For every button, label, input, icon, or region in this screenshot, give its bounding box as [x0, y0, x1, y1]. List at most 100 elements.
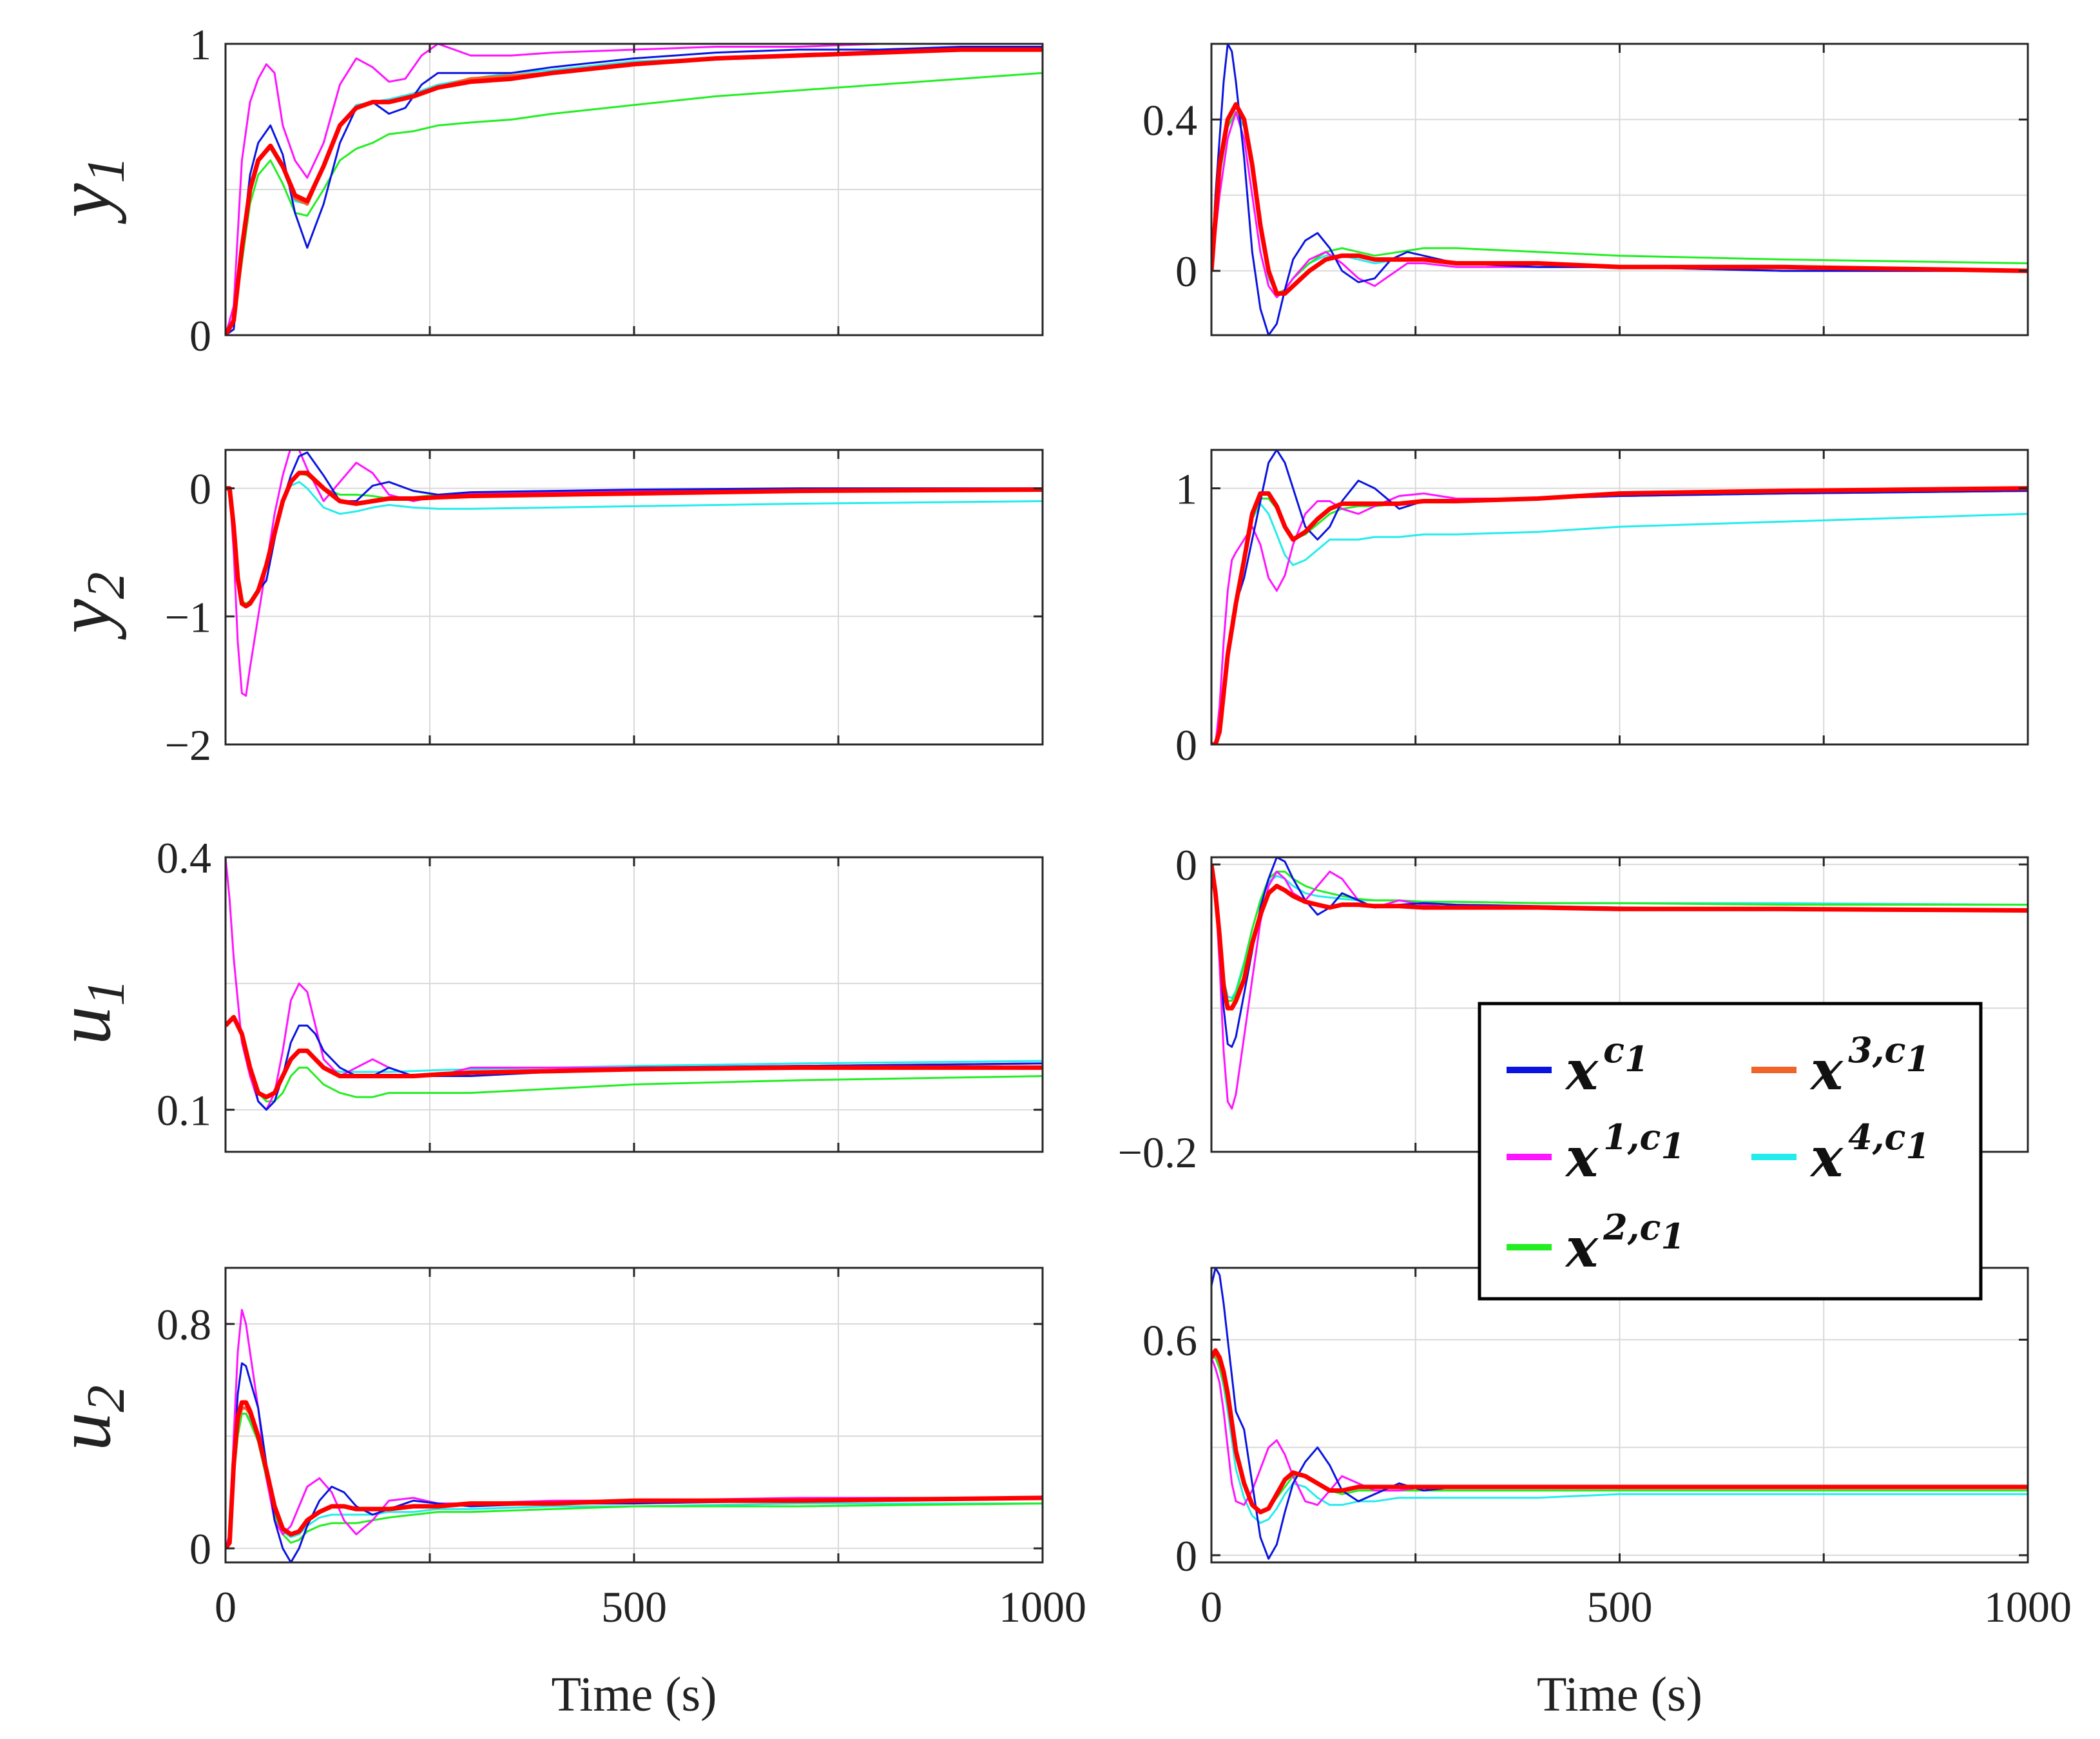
y-tick-label: 0	[1175, 721, 1197, 770]
series-line-red	[1211, 1348, 2028, 1515]
y-tick-label: −0.2	[1118, 1128, 1197, 1177]
series-line-xc1	[226, 1016, 1043, 1111]
y-tick-label: 0	[189, 465, 211, 514]
row-label-u2-base: u	[41, 1412, 126, 1451]
series-line-red	[226, 1015, 1043, 1100]
y-tick-label: 0.8	[157, 1300, 211, 1349]
series-line-x1	[1211, 111, 2028, 298]
x-axis-label: Time (s)	[1537, 1667, 1702, 1722]
legend-box	[1478, 1002, 1983, 1301]
svg-text:y1: y1	[41, 156, 136, 224]
legend-label-sup: 4,c	[1848, 1116, 1905, 1158]
row-label-u1: u1	[41, 979, 136, 1045]
x-tick-label: 0	[1200, 1582, 1222, 1631]
legend: x c1x 1,c1x 2,c1x 3,c1x 4,c1	[1478, 1002, 1983, 1301]
y-tick-label: 0	[1175, 247, 1197, 296]
y-tick-label: 0.1	[157, 1086, 211, 1135]
legend-label-sup: 2,c	[1603, 1207, 1661, 1248]
legend-label-base: x	[1565, 1125, 1599, 1189]
panel-y2_right: 01	[1175, 449, 2029, 770]
panel-y2_left: −2 −1 0	[165, 449, 1044, 770]
axes-frame	[224, 856, 1044, 1153]
axes-frame	[224, 1267, 1044, 1564]
series-layer	[1211, 450, 2028, 744]
legend-entry: x 1,c1	[1507, 1116, 1685, 1189]
legend-label-sub: 1	[1905, 1125, 1930, 1167]
y-tick-label: −2	[165, 721, 211, 770]
series-layer	[1211, 44, 2028, 335]
svg-text:u1: u1	[41, 979, 136, 1045]
series-layer	[1211, 1268, 2028, 1560]
x-tick-label: 500	[601, 1582, 667, 1631]
x-axis-label: Time (s)	[552, 1667, 717, 1722]
row-label-y2-base: y	[41, 599, 126, 641]
x-tick-label: 1000	[999, 1582, 1086, 1631]
legend-label-sup: 1,c	[1603, 1116, 1661, 1158]
y-tick-label: 1	[1175, 465, 1197, 514]
series-layer	[226, 857, 1043, 1111]
legend-label-sub: 1	[1624, 1038, 1649, 1080]
legend-entry: x 4,c1	[1751, 1116, 1930, 1189]
legend-label-sup: 3,c	[1848, 1029, 1905, 1071]
legend-label-base: x	[1809, 1125, 1844, 1189]
legend-label: x 1,c1	[1565, 1116, 1685, 1189]
y-tick-label: 0	[189, 311, 211, 360]
row-label-y1-sub: 1	[76, 156, 136, 183]
series-line-x1	[226, 44, 1043, 335]
series-line-red	[1211, 102, 2028, 296]
x-tick-label: 1000	[1984, 1582, 2072, 1631]
legend-label-sub: 1	[1661, 1216, 1685, 1257]
legend-entry: x 3,c1	[1751, 1029, 1930, 1102]
series-layer	[226, 1308, 1043, 1562]
series-layer	[1211, 857, 2028, 1110]
series-line-red	[226, 47, 1043, 335]
axes-frame	[1210, 43, 2029, 336]
row-label-u2: u2	[41, 1385, 136, 1451]
row-label-y1-base: y	[41, 183, 126, 225]
row-label-y2: y2	[41, 572, 136, 640]
panel-y1_right: 00.4	[1142, 43, 2029, 336]
legend-label-sub: 1	[1661, 1125, 1685, 1167]
axes-frame	[1210, 449, 2029, 746]
panel-u2_left: 0 0.8 0 500 1000 Time (s)	[157, 1267, 1086, 1722]
panel-u1_left: 0.1 0.4	[157, 833, 1044, 1153]
x-tick-label: 500	[1587, 1582, 1653, 1631]
legend-label-sup: c	[1603, 1029, 1624, 1071]
legend-entry: x 2,c1	[1507, 1207, 1685, 1279]
y-tick-label: 0.4	[157, 833, 211, 882]
series-line-red	[1211, 486, 2028, 744]
axes-frame	[224, 43, 1044, 336]
series-line-xc1	[226, 46, 1043, 335]
y-tick-label: 0	[189, 1524, 211, 1573]
series-line-x2	[226, 72, 1043, 335]
series-line-xc1	[1211, 857, 2028, 1048]
legend-label: x 2,c1	[1565, 1207, 1685, 1279]
row-label-u1-sub: 1	[76, 979, 136, 1006]
row-label-u2-sub: 2	[76, 1385, 136, 1412]
legend-label: x c1	[1565, 1029, 1649, 1102]
svg-text:u2: u2	[41, 1385, 136, 1451]
legend-items: x c1x 1,c1x 2,c1x 3,c1x 4,c1	[1507, 1029, 1930, 1279]
y-tick-label: −1	[165, 592, 211, 641]
legend-label-base: x	[1809, 1038, 1844, 1102]
panel-u2_right: 0 0.6 0 500 1000 Time (s)	[1142, 1267, 2072, 1722]
axes-frame	[224, 449, 1044, 746]
row-label-y1: y1	[41, 156, 136, 224]
series-line-x2	[226, 1412, 1043, 1550]
legend-label: x 4,c1	[1809, 1116, 1930, 1189]
y-tick-label: 0	[1175, 840, 1197, 889]
series-layer	[226, 44, 1043, 335]
y-tick-label: 0.4	[1142, 95, 1197, 144]
row-label-y2-sub: 2	[76, 572, 136, 599]
y-tick-label: 0.6	[1142, 1316, 1197, 1365]
legend-label-sub: 1	[1905, 1038, 1930, 1080]
series-line-red	[226, 1400, 1043, 1550]
series-layer	[226, 450, 1043, 697]
row-label-u1-base: u	[41, 1006, 126, 1045]
y-tick-label: 1	[189, 20, 211, 69]
series-line-x1	[226, 450, 1043, 697]
series-line-red	[1211, 864, 2028, 1011]
y-tick-label: 0	[1175, 1531, 1197, 1580]
legend-label: x 3,c1	[1809, 1029, 1930, 1102]
